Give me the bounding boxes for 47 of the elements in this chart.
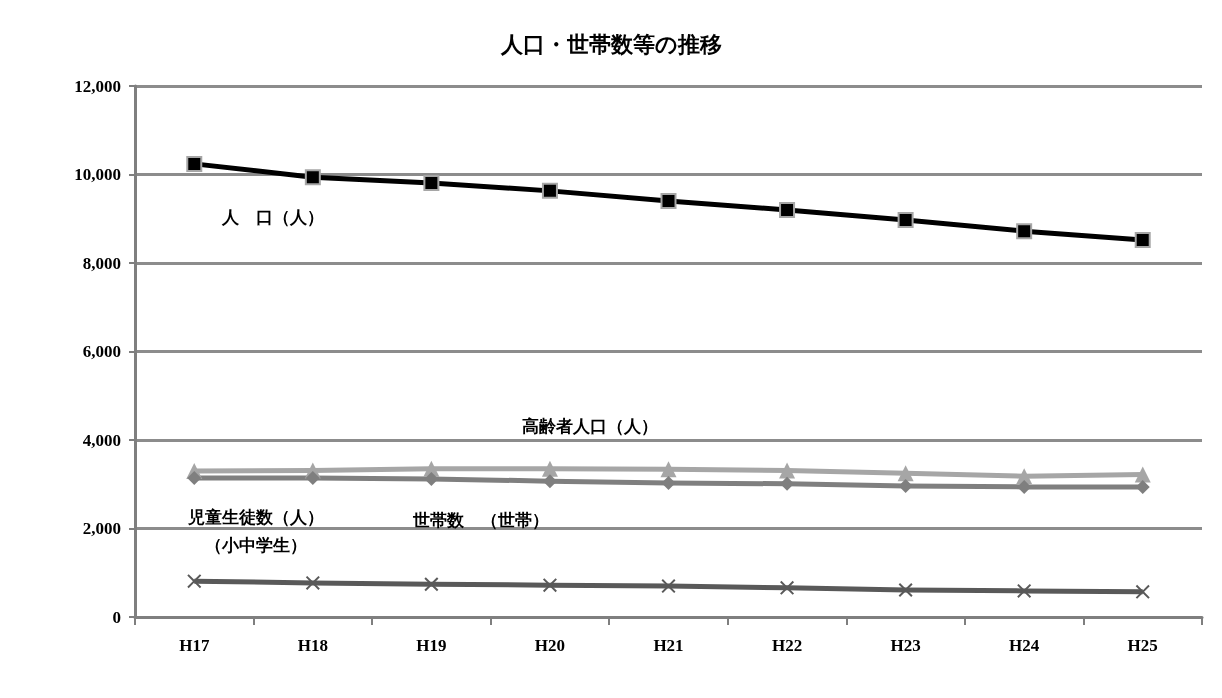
x-tick-label: H24 bbox=[1009, 636, 1040, 655]
point bbox=[780, 580, 795, 595]
point bbox=[187, 471, 202, 486]
x-tick-label: H22 bbox=[771, 636, 803, 655]
point bbox=[1017, 583, 1032, 598]
point bbox=[304, 169, 321, 186]
y-tick-label: 0 bbox=[112, 607, 121, 627]
y-tick-label: 12,000 bbox=[74, 76, 121, 96]
y-tick-label: 4,000 bbox=[82, 430, 121, 450]
point bbox=[423, 174, 440, 191]
point bbox=[1134, 466, 1151, 483]
point bbox=[660, 461, 677, 478]
point bbox=[187, 574, 202, 589]
point bbox=[660, 193, 677, 210]
x-tick-label: H21 bbox=[653, 636, 684, 655]
point bbox=[1134, 231, 1151, 248]
point bbox=[661, 475, 676, 490]
x-tick-label: H20 bbox=[534, 636, 566, 655]
x-tick-label: H18 bbox=[297, 636, 328, 655]
point bbox=[898, 479, 913, 494]
point bbox=[779, 201, 796, 218]
x-tick-label: H19 bbox=[416, 636, 447, 655]
point bbox=[897, 212, 914, 229]
point bbox=[1016, 223, 1033, 240]
chart-title: 人口・世帯数等の推移 bbox=[499, 31, 722, 57]
series-label: 人 口（人） bbox=[220, 207, 324, 227]
point bbox=[305, 575, 320, 590]
point bbox=[424, 577, 439, 592]
series-label: 高齢者人口（人） bbox=[521, 417, 658, 437]
point bbox=[898, 583, 913, 598]
point bbox=[541, 460, 558, 477]
x-tick-label: H25 bbox=[1127, 636, 1158, 655]
point bbox=[541, 182, 558, 199]
point bbox=[779, 462, 796, 479]
point bbox=[1135, 584, 1150, 599]
point bbox=[305, 471, 320, 486]
y-tick-label: 10,000 bbox=[74, 165, 121, 184]
y-tick-label: 2,000 bbox=[82, 519, 121, 538]
series-label: 世帯数 （世帯） bbox=[412, 511, 550, 531]
y-tick-label: 6,000 bbox=[82, 342, 121, 361]
y-tick-label: 8,000 bbox=[82, 253, 121, 273]
x-tick-label: H17 bbox=[179, 636, 210, 655]
point bbox=[186, 155, 203, 172]
point bbox=[897, 465, 914, 482]
series-label: 児童生徒数（人）（小中学生） bbox=[187, 507, 325, 555]
point bbox=[542, 578, 557, 593]
x-tick-label: H23 bbox=[890, 636, 921, 655]
